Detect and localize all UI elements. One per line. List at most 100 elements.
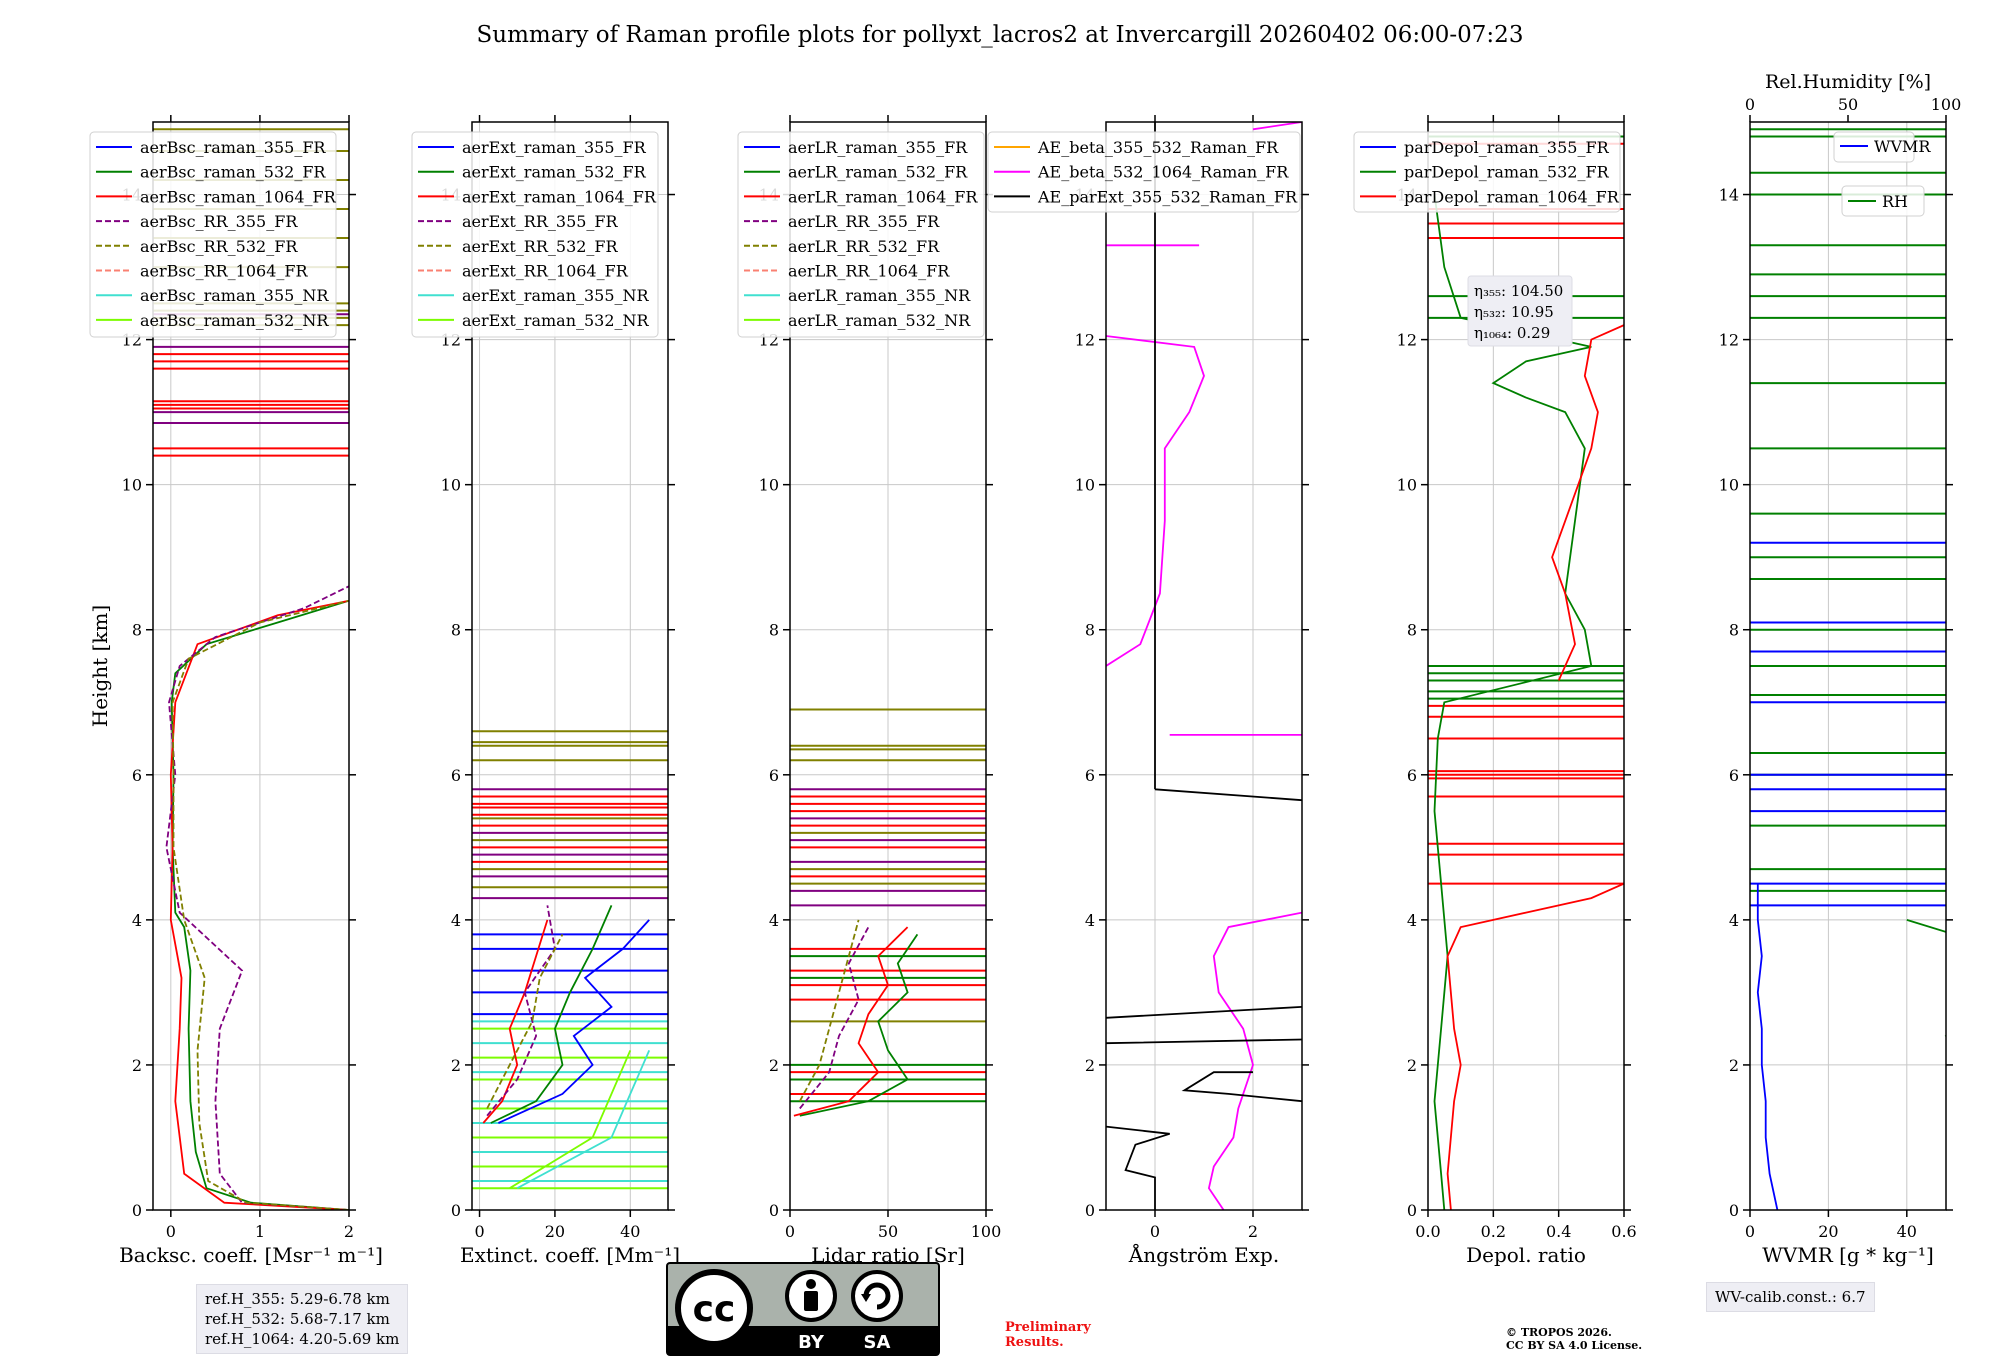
eta-value: η₅₃₂: 10.95 <box>1474 303 1554 321</box>
series-aerExt_raman_532_FR <box>490 905 613 1124</box>
legend-label-parDepol_raman_1064_FR: parDepol_raman_1064_FR <box>1404 187 1620 206</box>
legend-label-aerExt_raman_532_FR: aerExt_raman_532_FR <box>462 163 647 182</box>
ref-height-355: ref.H_355: 5.29-6.78 km <box>205 1290 390 1308</box>
legend-label-parDepol_raman_532_FR: parDepol_raman_532_FR <box>1404 163 1610 182</box>
ref-height-1064: ref.H_1064: 4.20-5.69 km <box>205 1330 400 1348</box>
tick-label-y: 8 <box>1407 621 1417 640</box>
legend-frame <box>737 131 985 338</box>
legend: aerExt_raman_355_FR aerExt_raman_532_FRae… <box>411 131 659 338</box>
axes-frame <box>1105 121 1303 1211</box>
tick-label-x2: 0 <box>1745 95 1755 114</box>
by-label: BY <box>798 1332 825 1353</box>
tick-label-y: 10 <box>1397 476 1417 495</box>
series-aerBsc_RR_355_FR <box>165 585 349 1210</box>
axes-frame <box>1749 121 1947 1211</box>
eta-box <box>1467 275 1573 347</box>
tick-label-y: 6 <box>132 766 142 785</box>
legend-frame <box>1833 131 1915 163</box>
tick-label-x: 20 <box>1818 1222 1838 1241</box>
legend-label-aerBsc_RR_1064_FR: aerBsc_RR_1064_FR <box>140 262 309 281</box>
tick-label-y: 4 <box>769 911 779 930</box>
tick-label-x: 0.4 <box>1546 1222 1571 1241</box>
legend-label-aerLR_raman_532_FR: aerLR_raman_532_FR <box>788 163 968 182</box>
axes-frame <box>152 121 350 1211</box>
legend-label-aerExt_raman_1064_FR: aerExt_raman_1064_FR <box>462 187 657 206</box>
legend: aerBsc_raman_355_FR aerBsc_raman_532_FRae… <box>89 131 337 338</box>
copyright-note: © TROPOS 2026. CC BY SA 4.0 License. <box>1506 1326 1643 1352</box>
series-aerExt_RR_355_FR <box>486 905 556 1117</box>
series-aerExt_raman_1064_FR <box>482 919 549 1124</box>
series-aerLR_raman_532_FR <box>799 933 919 1117</box>
legend-label-AE_beta_355_532_Raman_FR: AE_beta_355_532_Raman_FR <box>1037 138 1279 157</box>
legend-label-aerLR_RR_532_FR: aerLR_RR_532_FR <box>788 237 940 256</box>
legend-label-aerBsc_RR_355_FR: aerBsc_RR_355_FR <box>140 212 298 231</box>
tick-label-x2: 100 <box>1931 95 1962 114</box>
tick-label-y: 2 <box>1085 1056 1095 1075</box>
series-parDepol_raman_1064_FR <box>1446 324 1624 1210</box>
legend-label-aerBsc_RR_532_FR: aerBsc_RR_532_FR <box>140 237 298 256</box>
tick-label-y: 12 <box>1075 331 1095 350</box>
tick-label-y: 8 <box>132 621 142 640</box>
sa-label: SA <box>864 1332 891 1353</box>
tick-label-x: 1 <box>255 1222 265 1241</box>
legend-label-aerBsc_raman_355_FR: aerBsc_raman_355_FR <box>140 138 326 157</box>
tick-label-x: 40 <box>620 1222 640 1241</box>
series-aerLR_RR_355_FR <box>799 926 870 1110</box>
legend-label-aerExt_RR_532_FR: aerExt_RR_532_FR <box>462 237 619 256</box>
eta-value: η₃₅₅: 104.50 <box>1474 282 1563 300</box>
legend-label-aerExt_raman_355_NR: aerExt_raman_355_NR <box>462 286 650 305</box>
series-aerExt_raman_355_FR <box>498 919 650 1124</box>
eta-value: η₁₀₆₄: 0.29 <box>1474 324 1550 342</box>
tick-label-y: 12 <box>1397 331 1417 350</box>
legend-label-aerExt_RR_1064_FR: aerExt_RR_1064_FR <box>462 262 629 281</box>
tick-label-y: 8 <box>769 621 779 640</box>
figure-title: Summary of Raman profile plots for polly… <box>476 22 1524 48</box>
tick-label-y: 2 <box>451 1056 461 1075</box>
series-parDepol_raman_532_FR <box>1433 194 1593 1210</box>
series-aerBsc_RR_532_FR <box>171 599 349 1210</box>
legend: WVMR RH <box>1833 131 1931 217</box>
tick-label-x: 0 <box>785 1222 795 1241</box>
tick-label-y: 8 <box>1085 621 1095 640</box>
legend-frame <box>987 131 1301 213</box>
panel-angstrom: 0246810121402Ångström Exp.AE_beta_355_53… <box>987 115 1309 1267</box>
tick-label-x: 0 <box>1150 1222 1160 1241</box>
series-AE_beta_532_1064_Raman_FR <box>1106 122 1302 1210</box>
tick-label-y: 6 <box>769 766 779 785</box>
axis-label-y: Height [km] <box>88 605 112 727</box>
tick-label-y: 6 <box>1085 766 1095 785</box>
legend-label-parDepol_raman_355_FR: parDepol_raman_355_FR <box>1404 138 1610 157</box>
tick-label-y: 4 <box>132 911 142 930</box>
tick-label-y: 12 <box>1719 331 1739 350</box>
legend-label-AE_parExt_355_532_Raman_FR: AE_parExt_355_532_Raman_FR <box>1037 187 1298 206</box>
axes-frame <box>1427 121 1625 1211</box>
legend: AE_beta_355_532_Raman_FR AE_beta_532_1064… <box>987 131 1301 213</box>
series-aerLR_raman_1064_FR <box>793 926 909 1117</box>
tick-label-y: 10 <box>122 476 142 495</box>
tick-label-y: 0 <box>132 1201 142 1220</box>
tick-label-x: 20 <box>545 1222 565 1241</box>
legend-label-aerExt_RR_355_FR: aerExt_RR_355_FR <box>462 212 619 231</box>
legend-frame <box>1353 131 1621 213</box>
legend-label-aerBsc_raman_1064_FR: aerBsc_raman_1064_FR <box>140 187 337 206</box>
legend-frame <box>89 131 337 338</box>
tick-label-y: 4 <box>1729 911 1739 930</box>
series-aerExt_RR_532_FR <box>486 933 564 1109</box>
tick-label-x: 0.2 <box>1481 1222 1506 1241</box>
axis-label-x: Extinct. coeff. [Mm⁻¹] <box>460 1243 680 1267</box>
tick-label-y: 10 <box>441 476 461 495</box>
tick-label-y: 4 <box>1085 911 1095 930</box>
series-AE_parExt_355_532_Raman_FR <box>1106 122 1302 1210</box>
legend-label-aerBsc_raman_532_FR: aerBsc_raman_532_FR <box>140 163 326 182</box>
tick-label-x: 100 <box>971 1222 1002 1241</box>
tick-label-x: 0.6 <box>1611 1222 1636 1241</box>
legend-label-aerExt_raman_355_FR: aerExt_raman_355_FR <box>462 138 647 157</box>
tick-label-y: 2 <box>1407 1056 1417 1075</box>
tick-label-y: 6 <box>451 766 461 785</box>
series-WVMR <box>1756 883 1779 1210</box>
axis-label-x: Backsc. coeff. [Msr⁻¹ m⁻¹] <box>119 1243 383 1267</box>
tick-label-y: 0 <box>1085 1201 1095 1220</box>
legend-label-RH: RH <box>1882 192 1908 211</box>
